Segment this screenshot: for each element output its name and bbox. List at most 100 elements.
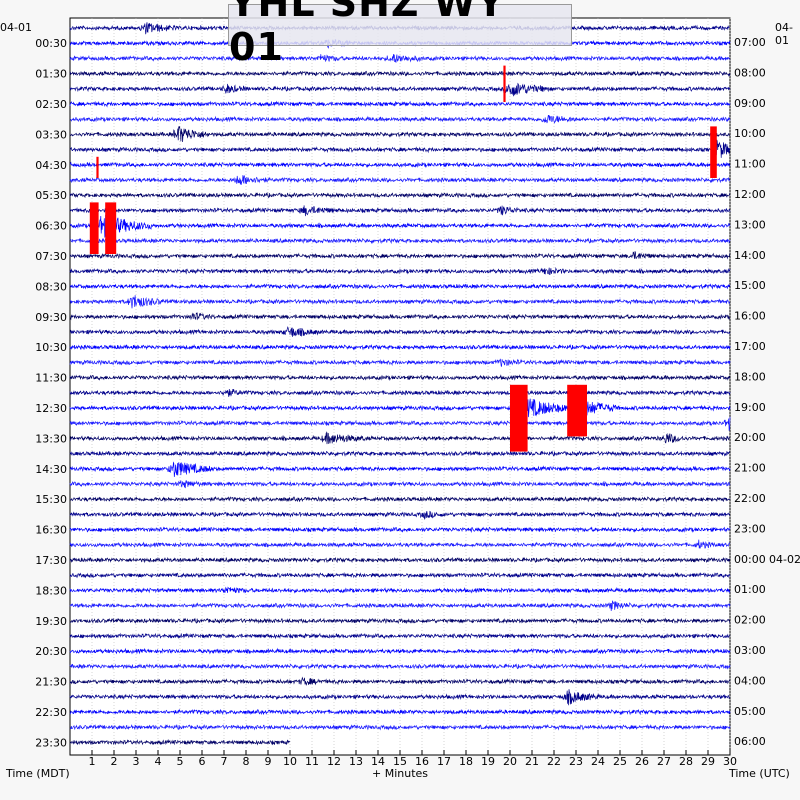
right-time-label: 17:00 bbox=[734, 340, 766, 353]
trace-line bbox=[69, 708, 731, 716]
left-time-label: 17:30 bbox=[35, 554, 67, 567]
right-axis-label: Time (UTC) bbox=[729, 767, 790, 780]
right-time-label: 20:00 bbox=[734, 431, 766, 444]
trace-line bbox=[69, 647, 731, 655]
trace-line bbox=[69, 237, 731, 245]
x-tick-label: 21 bbox=[525, 755, 539, 768]
left-time-label: 10:30 bbox=[35, 341, 67, 354]
trace-line bbox=[69, 676, 731, 686]
trace-line bbox=[69, 100, 731, 108]
left-time-label: 22:30 bbox=[35, 706, 67, 719]
x-tick-label: 22 bbox=[547, 755, 561, 768]
left-date-label: 04-01 bbox=[0, 21, 32, 34]
x-tick-label: 27 bbox=[657, 755, 671, 768]
trace-line bbox=[69, 617, 731, 625]
left-time-label: 23:30 bbox=[35, 736, 67, 749]
trace-line bbox=[69, 139, 731, 158]
clipped-segment bbox=[105, 202, 117, 254]
x-tick-label: 12 bbox=[327, 755, 341, 768]
trace-line bbox=[69, 632, 731, 640]
trace-line bbox=[69, 431, 731, 445]
trace-line bbox=[69, 161, 731, 169]
left-time-label: 18:30 bbox=[35, 584, 67, 597]
trace-line bbox=[69, 571, 731, 579]
trace-line bbox=[69, 374, 731, 382]
trace-line bbox=[69, 70, 731, 77]
x-axis-label: + Minutes bbox=[372, 767, 429, 780]
left-time-label: 05:30 bbox=[35, 189, 67, 202]
clipped-segment bbox=[510, 384, 528, 452]
trace-line bbox=[69, 539, 731, 549]
trace-line bbox=[69, 556, 731, 564]
x-tick-label: 3 bbox=[133, 755, 140, 768]
minute-tick-labels: 1 2 3 4 5 6 7 8 9 10 11 12 13 14 15 16 17 18 19 20 21 22 23 24 2… bbox=[89, 750, 737, 768]
chart-title: YHL SHZ WY 01 bbox=[228, 0, 572, 69]
left-time-label: 06:30 bbox=[35, 220, 67, 233]
right-time-label: 10:00 bbox=[734, 127, 766, 140]
right-time-label: 14:00 bbox=[734, 249, 766, 262]
trace-line bbox=[69, 205, 731, 217]
right-time-label: 12:00 bbox=[734, 188, 766, 201]
trace-line bbox=[69, 396, 731, 420]
left-time-label: 07:30 bbox=[35, 250, 67, 263]
left-time-label: 11:30 bbox=[35, 372, 67, 385]
x-tick-label: 9 bbox=[265, 755, 272, 768]
clipped-segment bbox=[503, 65, 506, 102]
trace-line bbox=[69, 266, 731, 275]
trace-line bbox=[69, 126, 731, 143]
right-time-label: 00:00 bbox=[734, 553, 766, 566]
trace-line bbox=[69, 251, 731, 260]
x-tick-label: 13 bbox=[349, 755, 363, 768]
trace-line bbox=[69, 191, 731, 199]
trace-line bbox=[69, 54, 731, 63]
x-tick-label: 4 bbox=[155, 755, 162, 768]
trace-line bbox=[69, 416, 731, 432]
left-time-label: 02:30 bbox=[35, 98, 67, 111]
x-tick-label: 24 bbox=[591, 755, 605, 768]
right-time-label: 22:00 bbox=[734, 492, 766, 505]
x-tick-label: 10 bbox=[283, 755, 297, 768]
right-time-label: 02:00 bbox=[734, 614, 766, 627]
left-time-label: 03:30 bbox=[35, 128, 67, 141]
right-time-label: 18:00 bbox=[734, 370, 766, 383]
trace-line bbox=[69, 114, 731, 124]
x-tick-label: 2 bbox=[111, 755, 118, 768]
right-time-label: 15:00 bbox=[734, 279, 766, 292]
trace-line bbox=[69, 526, 731, 534]
seismic-traces bbox=[69, 22, 731, 746]
right-time-label: 16:00 bbox=[734, 310, 766, 323]
right-date-label-next: 04-02 bbox=[769, 553, 800, 566]
x-tick-label: 11 bbox=[305, 755, 319, 768]
x-tick-label: 15 bbox=[393, 755, 407, 768]
clipped-segments bbox=[89, 65, 717, 452]
trace-line bbox=[69, 510, 731, 520]
x-tick-label: 5 bbox=[177, 755, 184, 768]
x-tick-label: 18 bbox=[459, 755, 473, 768]
right-time-label: 13:00 bbox=[734, 218, 766, 231]
x-tick-label: 20 bbox=[503, 755, 517, 768]
right-time-label: 09:00 bbox=[734, 97, 766, 110]
right-time-label: 11:00 bbox=[734, 158, 766, 171]
trace-line bbox=[69, 495, 731, 503]
right-time-label: 19:00 bbox=[734, 401, 766, 414]
trace-line bbox=[69, 586, 731, 594]
trace-line bbox=[69, 312, 731, 321]
trace-line bbox=[69, 689, 731, 706]
clipped-segment bbox=[710, 126, 717, 178]
clipped-segment bbox=[89, 202, 99, 254]
right-time-label: 05:00 bbox=[734, 705, 766, 718]
left-time-label: 20:30 bbox=[35, 645, 67, 658]
left-time-label: 00:30 bbox=[35, 37, 67, 50]
x-tick-label: 23 bbox=[569, 755, 583, 768]
trace-line bbox=[69, 663, 731, 670]
left-time-label: 09:30 bbox=[35, 311, 67, 324]
x-tick-label: 28 bbox=[679, 755, 693, 768]
left-time-label: 04:30 bbox=[35, 159, 67, 172]
x-tick-label: 6 bbox=[199, 755, 206, 768]
x-tick-label: 1 bbox=[89, 755, 96, 768]
clipped-segment bbox=[567, 384, 587, 437]
left-time-label: 15:30 bbox=[35, 493, 67, 506]
trace-line bbox=[69, 295, 731, 309]
right-time-label: 21:00 bbox=[734, 462, 766, 475]
clipped-segment bbox=[96, 156, 99, 178]
